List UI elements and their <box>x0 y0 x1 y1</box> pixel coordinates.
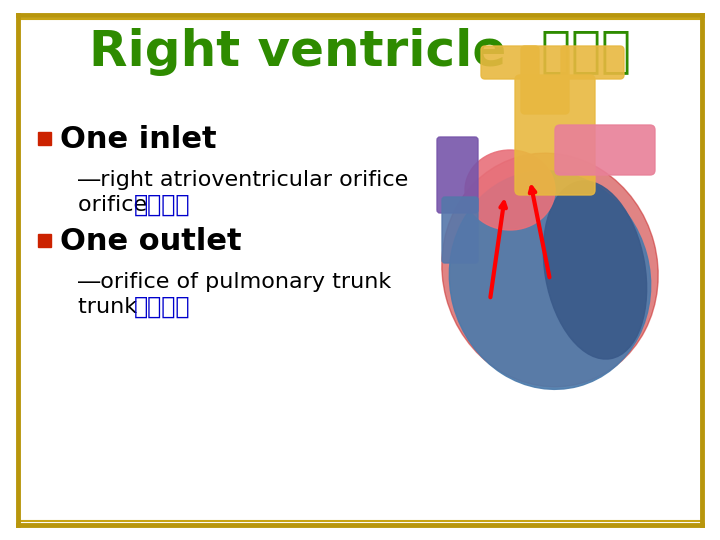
Text: ―right atrioventricular orifice: ―right atrioventricular orifice <box>78 170 408 190</box>
Ellipse shape <box>544 181 647 359</box>
Text: Right ventricle  右心室: Right ventricle 右心室 <box>89 28 631 76</box>
Bar <box>38 234 51 247</box>
FancyBboxPatch shape <box>561 46 624 79</box>
FancyBboxPatch shape <box>481 46 539 79</box>
Text: One inlet: One inlet <box>60 125 217 153</box>
Text: orifice: orifice <box>78 195 161 215</box>
Text: 右房室口: 右房室口 <box>134 193 191 217</box>
Text: 肺动脉口: 肺动脉口 <box>134 295 191 319</box>
FancyBboxPatch shape <box>515 75 595 195</box>
Ellipse shape <box>465 150 555 230</box>
Text: trunk: trunk <box>78 297 151 317</box>
Ellipse shape <box>442 153 658 387</box>
FancyBboxPatch shape <box>437 137 478 213</box>
Ellipse shape <box>449 171 651 389</box>
Text: ―orifice of pulmonary trunk: ―orifice of pulmonary trunk <box>78 272 391 292</box>
FancyBboxPatch shape <box>555 125 655 175</box>
Bar <box>38 132 51 145</box>
Text: One outlet: One outlet <box>60 226 242 255</box>
FancyBboxPatch shape <box>442 197 478 263</box>
FancyBboxPatch shape <box>521 46 569 114</box>
